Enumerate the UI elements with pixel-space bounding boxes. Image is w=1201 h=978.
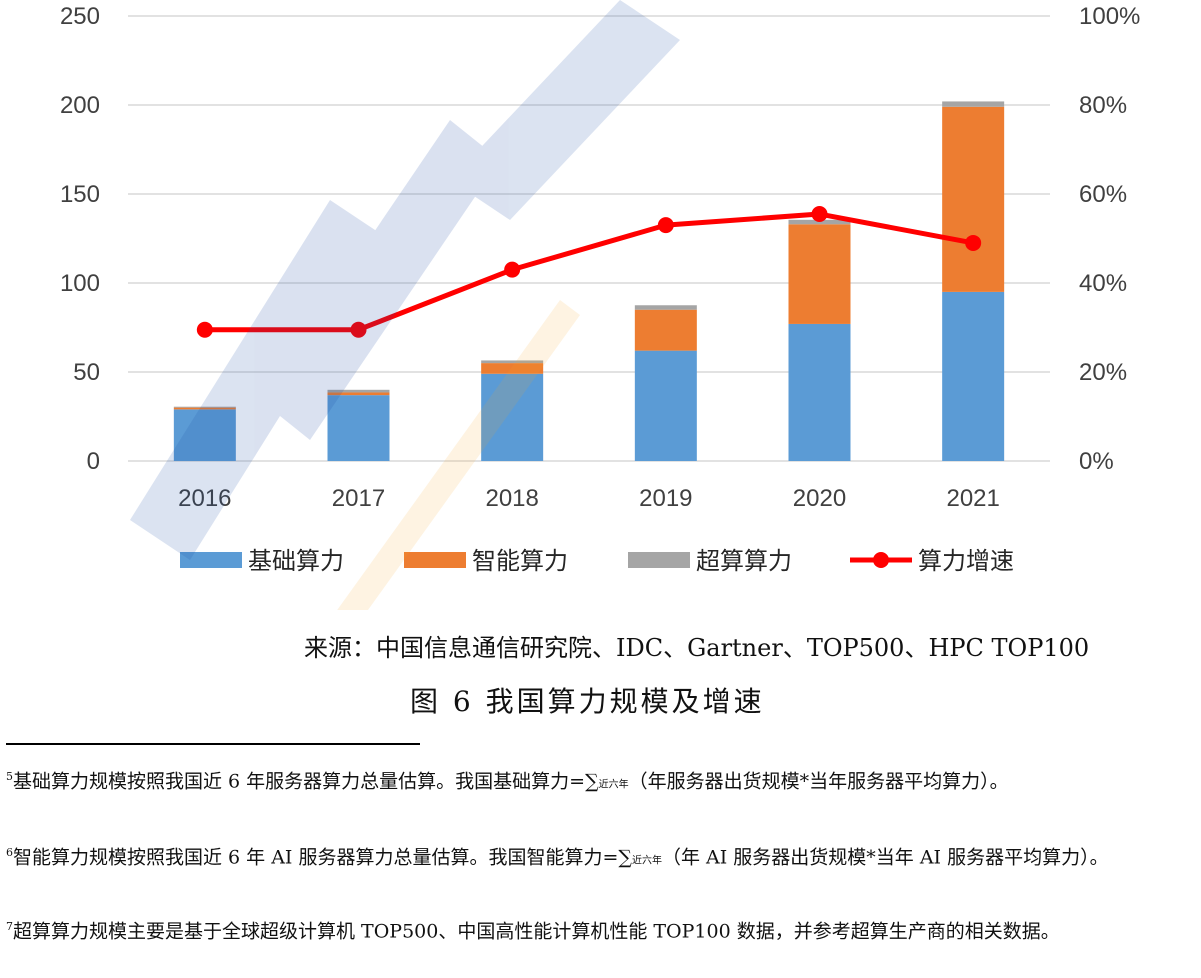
legend-swatch [180, 552, 242, 568]
bar-segment [942, 101, 1005, 107]
x-tick-label: 2017 [332, 485, 385, 512]
legend-label: 智能算力 [472, 547, 568, 575]
growth-point [965, 234, 982, 251]
bar-segment [634, 350, 697, 461]
y-left-tick-label: 250 [60, 3, 100, 30]
growth-point [196, 321, 213, 338]
growth-point [811, 206, 828, 223]
y-left-tick-label: 150 [60, 181, 100, 208]
x-tick-label: 2020 [793, 485, 846, 512]
y-right-tick-label: 80% [1079, 92, 1127, 119]
bar-segment [634, 309, 697, 351]
source-text: 来源：中国信息通信研究院、IDC、Gartner、TOP500、HPC TOP1… [304, 634, 1090, 662]
bar-segment [481, 360, 544, 364]
footnote-7: 7超算算力规模主要是基于全球超级计算机 TOP500、中国高性能计算机性能 TO… [6, 920, 1060, 943]
watermark-logo [130, 0, 680, 610]
y-right-tick-label: 0% [1079, 448, 1114, 475]
legend-swatch [404, 552, 466, 568]
footnote-divider [6, 743, 420, 745]
bar-segment [788, 219, 851, 225]
y-axis-right: 0% 20% 40% 60% 80% 100% [1079, 3, 1140, 475]
bar-segment [942, 106, 1005, 292]
footnote-6: 6智能算力规模按照我国近 6 年 AI 服务器算力总量估算。我国智能算力=∑近六… [6, 846, 1109, 869]
y-left-tick-label: 200 [60, 92, 100, 119]
bar-segment [173, 406, 236, 408]
x-tick-label: 2016 [178, 485, 231, 512]
gridlines [128, 15, 1050, 462]
growth-line [196, 206, 982, 338]
growth-point [350, 321, 367, 338]
legend-label: 基础算力 [248, 547, 344, 575]
legend-label: 超算算力 [696, 547, 792, 575]
bar-segment [173, 409, 236, 461]
bar-segment [173, 407, 236, 410]
y-left-tick-label: 100 [60, 270, 100, 297]
legend-line-marker [873, 552, 889, 568]
bar-segment [788, 323, 851, 461]
bar-segment [481, 373, 544, 461]
growth-line-path [204, 211, 974, 333]
bar-segment [788, 224, 851, 324]
legend-label: 算力增速 [918, 547, 1014, 575]
y-axis-left: 0 50 100 150 200 250 [60, 3, 100, 475]
bar-segment [327, 389, 390, 393]
x-axis: 2016 2017 2018 2019 2020 2021 [178, 485, 1000, 512]
y-right-tick-label: 60% [1079, 181, 1127, 208]
y-left-tick-label: 50 [73, 359, 100, 386]
y-right-tick-label: 40% [1079, 270, 1127, 297]
x-tick-label: 2021 [946, 485, 999, 512]
bars [173, 101, 1005, 461]
growth-point [504, 261, 521, 278]
footnote-5: 5基础算力规模按照我国近 6 年服务器算力总量估算。我国基础算力=∑近六年（年服… [6, 770, 1009, 793]
legend-swatch [628, 552, 690, 568]
x-tick-label: 2019 [639, 485, 692, 512]
x-tick-label: 2018 [485, 485, 538, 512]
y-right-tick-label: 100% [1079, 3, 1140, 30]
y-right-tick-label: 20% [1079, 359, 1127, 386]
legend: 基础算力 智能算力 超算算力 算力增速 [180, 547, 1014, 575]
bar-segment [942, 291, 1005, 461]
bar-segment [634, 305, 697, 310]
bar-segment [327, 395, 390, 461]
figure-title: 图 6 我国算力规模及增速 [410, 685, 765, 718]
bar-segment [327, 392, 390, 396]
y-left-tick-label: 0 [87, 448, 100, 475]
growth-point [657, 217, 674, 234]
bar-segment [481, 363, 544, 374]
